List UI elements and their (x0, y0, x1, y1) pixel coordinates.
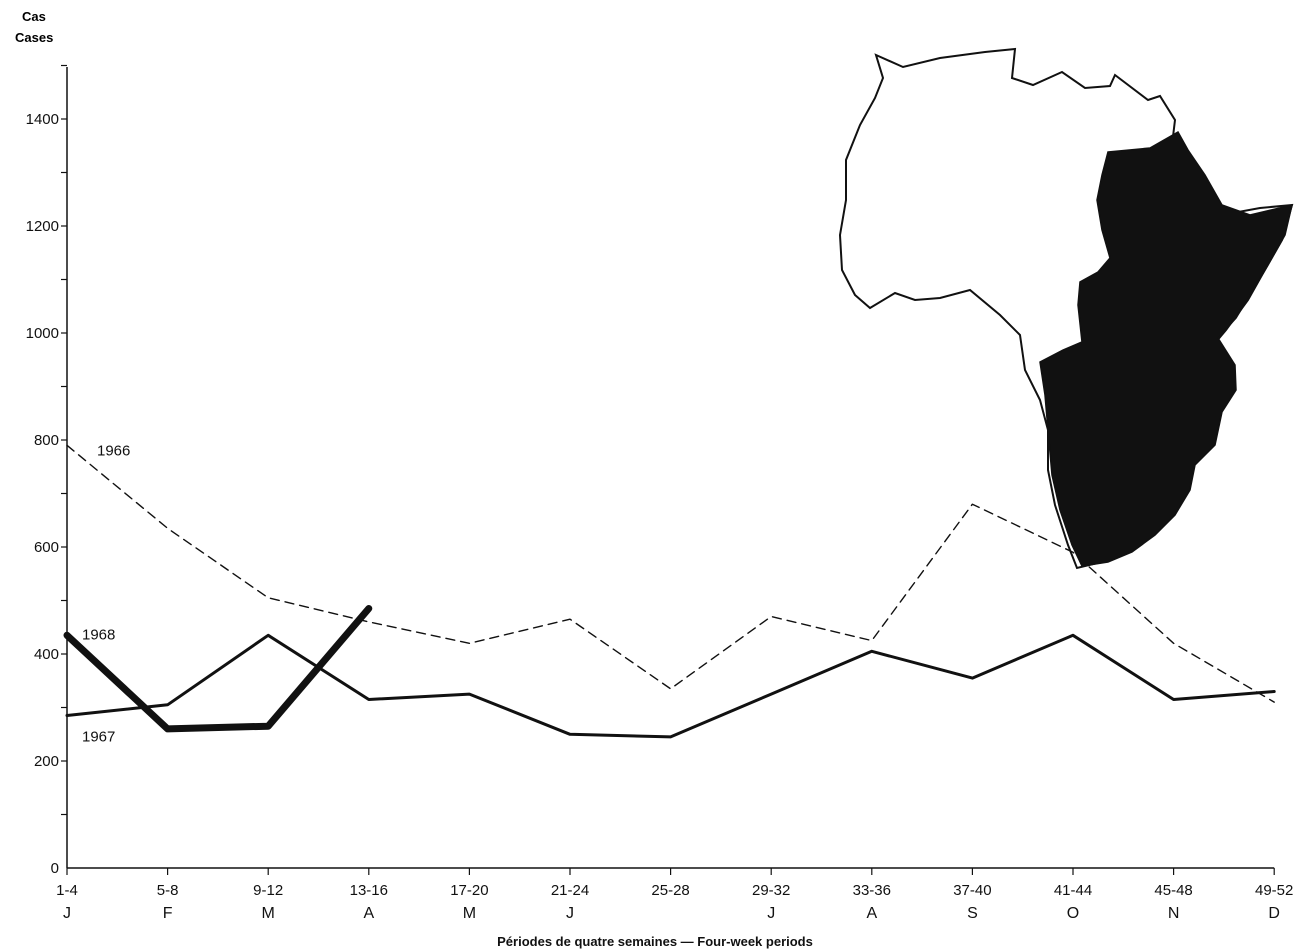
x-tick-label: 29-32 (752, 882, 790, 899)
x-tick-label: 13-16 (350, 882, 388, 899)
y-tick-label: 200 (34, 753, 59, 770)
series-label-1966: 1966 (97, 442, 130, 459)
x-month-label: M (262, 905, 275, 922)
y-tick-label: 1200 (26, 218, 59, 235)
x-month-label: F (163, 905, 173, 922)
y-axis-label-fr: Cas (22, 9, 46, 24)
x-tick-label: 21-24 (551, 882, 589, 899)
africa-shaded-region (1039, 130, 1294, 567)
series-labels: 1966 1967 1968 (82, 442, 130, 745)
y-tick-label: 0 (51, 860, 59, 877)
x-month-label: D (1268, 905, 1280, 922)
y-tick-label: 1400 (26, 111, 59, 128)
series-line-1966 (66, 444, 1275, 703)
x-tick-label: 1-4 (56, 882, 78, 899)
x-month-label: A (866, 905, 877, 922)
africa-map-inset (838, 47, 1294, 570)
x-tick-label: 37-40 (953, 882, 991, 899)
x-month-label: N (1168, 905, 1180, 922)
y-tick-label: 400 (34, 646, 59, 663)
series-label-1967: 1967 (82, 729, 115, 746)
x-month-label: J (566, 905, 574, 922)
series-layer (63, 444, 1276, 739)
series-line-1968 (63, 605, 373, 733)
x-tick-label: 5-8 (157, 882, 179, 899)
x-month-label: J (767, 905, 775, 922)
x-month-label: M (463, 905, 476, 922)
y-tick-label: 1000 (26, 325, 59, 342)
x-axis-label: Périodes de quatre semaines — Four-week … (497, 934, 813, 949)
x-tick-label: 25-28 (651, 882, 689, 899)
x-tick-label: 45-48 (1154, 882, 1192, 899)
y-axis: 0 200 400 600 800 1000 1200 1400 (26, 64, 68, 877)
series-label-1968: 1968 (82, 626, 115, 643)
x-axis: 1-4 J 5-8 F 9-12 M 13-16 A 17-20 M 21-24 J 25-28 29-3… (56, 867, 1293, 922)
y-tick-label: 600 (34, 539, 59, 556)
x-tick-label: 33-36 (853, 882, 891, 899)
x-month-label: O (1067, 905, 1079, 922)
y-axis-label-en: Cases (15, 30, 53, 45)
x-tick-label: 9-12 (253, 882, 283, 899)
x-month-label: S (967, 905, 978, 922)
x-tick-label: 49-52 (1255, 882, 1293, 899)
y-tick-label: 800 (34, 432, 59, 449)
x-month-label: J (63, 905, 71, 922)
series-line-1967 (65, 633, 1276, 739)
x-month-label: A (363, 905, 374, 922)
x-tick-label: 17-20 (450, 882, 488, 899)
x-tick-label: 41-44 (1054, 882, 1092, 899)
